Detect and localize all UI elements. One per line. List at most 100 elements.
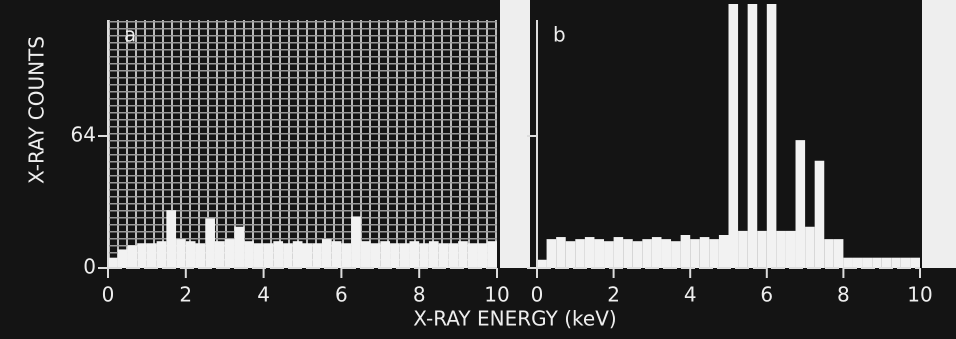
bar [795, 140, 806, 268]
bar [594, 239, 605, 268]
bar [176, 239, 186, 268]
bar [604, 241, 614, 268]
bar [477, 243, 488, 268]
bar [709, 239, 719, 268]
bar [195, 243, 206, 268]
bar [156, 241, 167, 268]
y-tick-label: 64 [71, 123, 96, 147]
x-tick-label: 6 [760, 283, 773, 307]
bar [341, 243, 352, 268]
panel-label: b [553, 23, 566, 47]
bar [273, 241, 284, 268]
bar [613, 237, 624, 268]
bar [661, 239, 672, 268]
bar [244, 241, 254, 268]
bar [448, 243, 459, 268]
bar [584, 237, 595, 268]
bar [146, 243, 157, 268]
bar [671, 241, 681, 268]
bar [537, 259, 547, 268]
bar [785, 230, 796, 268]
bar [438, 243, 449, 268]
bar [575, 239, 585, 268]
bar [467, 243, 478, 268]
bar [283, 243, 293, 268]
bar [390, 243, 400, 268]
bar [757, 230, 767, 268]
bar [862, 257, 873, 268]
bar [843, 257, 853, 268]
bar [805, 226, 815, 268]
bar [302, 243, 313, 268]
bar [699, 237, 710, 268]
bar [910, 257, 920, 268]
x-axis-label: X-RAY ENERGY (keV) [413, 307, 616, 331]
bar [205, 218, 215, 268]
bar [409, 241, 420, 268]
bar [117, 249, 128, 268]
bar [728, 4, 739, 268]
x-tick-label: 4 [257, 283, 270, 307]
x-tick-label: 0 [102, 283, 115, 307]
bar [766, 4, 777, 268]
bar [224, 239, 235, 268]
y-tick-label: 0 [83, 255, 96, 279]
bar [458, 241, 468, 268]
bar [623, 239, 633, 268]
y-axis-label: X-RAY COUNTS [25, 36, 49, 184]
x-tick-label: 10 [907, 283, 932, 307]
edge-strip [922, 0, 956, 268]
x-tick-label: 2 [179, 283, 192, 307]
bar [185, 241, 196, 268]
bar [546, 239, 557, 268]
bar [556, 237, 566, 268]
bar [651, 237, 662, 268]
bar [747, 4, 758, 268]
bar [565, 241, 576, 268]
bar [419, 243, 429, 268]
bar [642, 239, 652, 268]
bar [900, 257, 911, 268]
bar [321, 239, 332, 268]
bar [166, 210, 177, 268]
x-tick-label: 8 [413, 283, 426, 307]
bar [718, 235, 729, 268]
x-tick-label: 4 [684, 283, 697, 307]
bar [108, 257, 118, 268]
bar [253, 243, 264, 268]
bar [881, 257, 892, 268]
bar [137, 243, 147, 268]
x-tick-label: 0 [531, 283, 544, 307]
panel-gap [500, 0, 530, 268]
bar [428, 241, 439, 268]
bar [814, 160, 825, 268]
bar [351, 216, 361, 268]
bar [487, 241, 497, 268]
bar [891, 257, 901, 268]
bar [632, 241, 643, 268]
bar [852, 257, 863, 268]
bar [380, 241, 391, 268]
bar [331, 241, 342, 268]
bar [833, 239, 844, 268]
x-tick-label: 10 [484, 283, 509, 307]
bar [370, 243, 381, 268]
bar [292, 241, 303, 268]
panel-label: a [124, 23, 136, 47]
bar [738, 230, 748, 268]
bar [214, 241, 225, 268]
bar [872, 257, 882, 268]
x-tick-label: 2 [607, 283, 620, 307]
bar [263, 243, 274, 268]
bar [234, 226, 245, 268]
bar [127, 245, 138, 268]
x-tick-label: 6 [335, 283, 348, 307]
bar [360, 241, 371, 268]
bar [690, 239, 700, 268]
bar [312, 243, 322, 268]
bar [824, 239, 834, 268]
bar [399, 243, 410, 268]
bar [776, 230, 786, 268]
